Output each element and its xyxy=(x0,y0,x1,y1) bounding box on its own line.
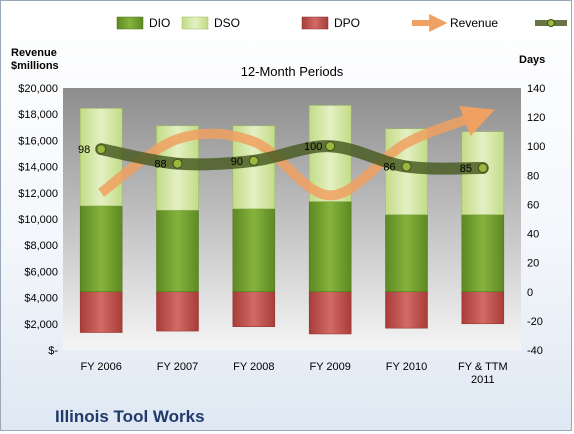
right-tick-label: 40 xyxy=(527,229,539,241)
dio-bar xyxy=(385,214,428,293)
x-tick-label: FY 2006 xyxy=(80,361,121,373)
left-tick-label: $18,000 xyxy=(18,109,58,121)
right-axis-title: Days xyxy=(519,54,545,66)
left-tick-label: $12,000 xyxy=(18,188,58,200)
legend-marker-ccc xyxy=(547,19,555,27)
ccc-point xyxy=(248,155,259,166)
dpo-bar xyxy=(461,291,505,325)
x-tick-label: FY & TTM xyxy=(458,361,508,373)
ccc-data-label: 86 xyxy=(383,162,395,174)
ccc-point xyxy=(477,163,488,174)
left-tick-label: $2,000 xyxy=(24,319,58,331)
x-tick-label: FY 2007 xyxy=(157,361,198,373)
x-tick-label: FY 2010 xyxy=(386,361,427,373)
dio-bar xyxy=(232,208,276,293)
right-tick-label: 60 xyxy=(527,199,539,211)
legend-swatch-dpo xyxy=(301,16,329,30)
right-tick-label: -40 xyxy=(527,345,543,357)
dpo-bar xyxy=(156,291,199,332)
right-tick-label: 100 xyxy=(527,141,545,153)
dpo-bar xyxy=(79,291,123,333)
ccc-point xyxy=(96,144,107,155)
dpo-bar xyxy=(232,291,276,327)
left-tick-label: $20,000 xyxy=(18,83,58,95)
right-tick-label: 80 xyxy=(527,170,539,182)
left-tick-label: $- xyxy=(48,345,58,357)
ccc-data-label: 100 xyxy=(304,141,322,153)
left-tick-label: $16,000 xyxy=(18,135,58,147)
ccc-point xyxy=(325,141,336,152)
revenue-line xyxy=(98,106,495,201)
chart-title: 12-Month Periods xyxy=(241,64,344,79)
right-tick-label: 140 xyxy=(527,83,545,95)
right-tick-label: 0 xyxy=(527,287,533,299)
legend-label-dso: DSO xyxy=(214,16,240,30)
dio-bar xyxy=(79,205,123,293)
dpo-bar xyxy=(385,291,428,329)
legend-label-revenue: Revenue xyxy=(450,16,498,30)
ccc-point xyxy=(172,158,183,169)
ccc-data-label: 98 xyxy=(78,144,90,156)
dio-bar xyxy=(308,201,352,293)
company-name: Illinois Tool Works xyxy=(55,407,205,426)
left-tick-label: $8,000 xyxy=(24,240,58,252)
legend-swatch-dso xyxy=(181,16,209,30)
left-axis-title-line: Revenue xyxy=(11,47,57,59)
x-tick-label: FY 2008 xyxy=(233,361,274,373)
right-tick-label: 20 xyxy=(527,258,539,270)
left-tick-label: $10,000 xyxy=(18,214,58,226)
left-tick-label: $4,000 xyxy=(24,293,58,305)
titles: 12-Month Periods Revenue$millions Days Illi… xyxy=(11,47,545,426)
left-tick-label: $14,000 xyxy=(18,162,58,174)
left-axis-title-line: $millions xyxy=(11,60,59,72)
ccc-point xyxy=(401,161,412,172)
legend-swatch-dio xyxy=(116,16,144,30)
dio-bar xyxy=(461,214,505,293)
left-tick-label: $6,000 xyxy=(24,266,58,278)
x-tick-label: FY 2009 xyxy=(309,361,350,373)
legend-label-dio: DIO xyxy=(149,16,170,30)
x-axis: FY 2006 FY 2007 FY 2008 FY 2009 FY 2010 FY & … xyxy=(80,361,507,386)
right-tick-label: 120 xyxy=(527,112,545,124)
ccc-line xyxy=(95,140,489,175)
lines: 98 88 90 100 86 85 xyxy=(78,106,495,201)
right-axis: -40 -20 0 20 40 60 80 100 120 140 xyxy=(527,83,545,357)
x-tick-label: 2011 xyxy=(471,374,495,386)
ccc-data-label: 85 xyxy=(460,163,472,175)
legend: DIODSODPORevenueCCC xyxy=(116,14,567,32)
ccc-data-label: 90 xyxy=(231,156,243,168)
left-axis: $- $2,000 $4,000 $6,000 $8,000 $10,000 $12,000… xyxy=(18,83,58,357)
dpo-bar xyxy=(308,291,352,335)
ccc-data-label: 88 xyxy=(154,159,166,171)
dio-bar xyxy=(156,210,199,293)
legend-label-dpo: DPO xyxy=(334,16,360,30)
right-tick-label: -20 xyxy=(527,316,543,328)
